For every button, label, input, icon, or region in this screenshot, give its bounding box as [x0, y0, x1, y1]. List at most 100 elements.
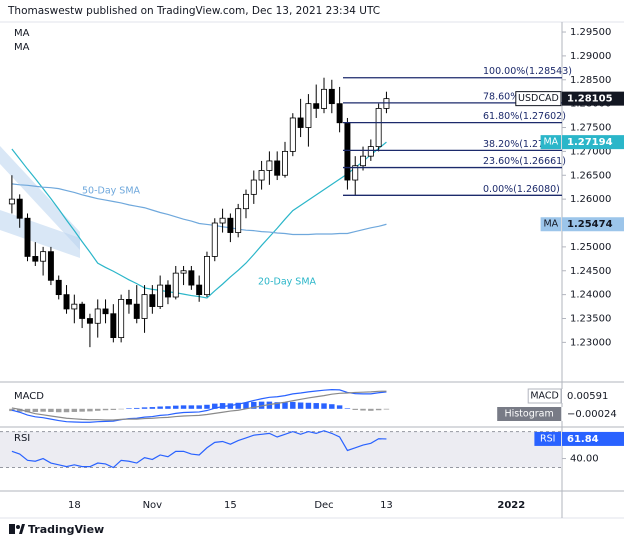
candle-body [40, 251, 47, 262]
candle-body [55, 279, 62, 296]
histogram-bar [32, 408, 39, 412]
moving-average [11, 183, 387, 236]
candle-body [16, 198, 23, 219]
candle-body [86, 318, 93, 324]
histogram-bar [40, 408, 46, 412]
fib-label: 23.60%(1.26661) [483, 156, 566, 167]
candle-body [141, 294, 148, 319]
histogram-bar [360, 408, 366, 411]
y-tick-label: 1.26500 [570, 170, 611, 181]
histogram-bar [282, 402, 288, 409]
y-tick-label: 1.26000 [570, 194, 611, 205]
histogram-bar [368, 408, 374, 411]
candle-body [297, 117, 304, 128]
fib-label: 0.00%(1.26080) [483, 184, 560, 195]
histogram-bar [165, 406, 171, 409]
y-tick-label: 1.23500 [570, 313, 611, 324]
histogram-bar [243, 402, 249, 409]
candle-body [227, 217, 234, 233]
tag-name-box [540, 135, 561, 150]
tag-name: MA [543, 219, 558, 230]
histogram-bar [48, 408, 54, 412]
annotation: 50-Day SMA [82, 186, 141, 197]
y-tick-label: 1.28500 [570, 75, 611, 86]
candle-body [367, 146, 374, 157]
candle-body [243, 193, 249, 210]
histogram-bar [297, 402, 304, 409]
rsi-line [11, 430, 387, 469]
candle-body [235, 208, 242, 233]
histogram-bar [274, 402, 280, 409]
logo-mark [19, 524, 25, 534]
fib-label: 61.80%(1.27602) [483, 111, 566, 122]
candle-body [149, 294, 156, 307]
fib-label: 78.60%(1. [483, 91, 532, 102]
histogram-bar [305, 402, 312, 409]
histogram-bar [157, 406, 163, 409]
histogram-bar [266, 401, 273, 409]
histogram-bar [313, 403, 319, 409]
tag-value-box [562, 217, 624, 232]
footer: TradingView [28, 523, 104, 536]
tag-name-box [534, 431, 561, 446]
histogram-bar [188, 405, 195, 409]
header: Thomaswestw published on TradingView.com… [7, 5, 380, 17]
tag-name-box [515, 91, 562, 107]
histogram-bar [87, 408, 93, 412]
histogram-bar [196, 405, 202, 409]
histogram-bar [329, 404, 335, 409]
y-tick-label: 40.00 [570, 454, 599, 465]
histogram-bar [212, 403, 218, 409]
y-tick-label: 1.25000 [570, 242, 611, 253]
candle-body [313, 103, 320, 109]
histogram-bar [71, 408, 78, 412]
candle-body [321, 88, 327, 109]
histogram-bar [204, 404, 210, 409]
y-tick-label: 1.29000 [570, 51, 611, 62]
candle-body [71, 303, 78, 310]
tag-name: MACD [530, 391, 558, 402]
candle-body [24, 217, 31, 257]
panel-title: RSI [14, 433, 30, 444]
histogram-bar [95, 408, 101, 411]
tag-value-box [562, 407, 624, 421]
y-tick-label: 1.27000 [570, 146, 611, 157]
candle-body [172, 272, 179, 298]
logo-mark [16, 525, 20, 529]
candle-body [375, 108, 382, 148]
candle-body [188, 270, 195, 286]
candle-body [133, 303, 140, 319]
logo-mark [9, 524, 15, 534]
tag-name: MA [543, 137, 558, 148]
candle-body [266, 160, 273, 171]
histogram-bar [258, 401, 265, 409]
tag-name: RSI [540, 433, 555, 444]
x-tick-label: 13 [380, 500, 393, 511]
histogram-bar [126, 408, 132, 409]
tag-name-box [540, 217, 561, 232]
candle-body [360, 155, 367, 167]
candle-body [196, 284, 203, 296]
candle-body [79, 303, 86, 319]
histogram-bar [9, 408, 15, 412]
candle-body [250, 179, 257, 195]
histogram-bar [141, 407, 148, 409]
candle-body [289, 117, 296, 152]
y-tick-label: 1.27500 [570, 123, 611, 134]
candle-body [110, 313, 117, 338]
candle-body [102, 308, 109, 315]
histogram-bar [134, 407, 140, 409]
fib-label: 38.20%(1.270 [483, 139, 550, 150]
drawing-band [0, 146, 80, 250]
histogram-bar [149, 407, 156, 409]
candle-body [282, 150, 288, 176]
legend-entry: MA [14, 42, 30, 53]
logo: TradingView [9, 523, 104, 536]
histogram-bar [344, 408, 351, 409]
candle-body [47, 251, 54, 281]
tag-name-box [527, 388, 562, 404]
candle-body [352, 165, 359, 181]
x-tick-label: Dec [314, 500, 333, 511]
